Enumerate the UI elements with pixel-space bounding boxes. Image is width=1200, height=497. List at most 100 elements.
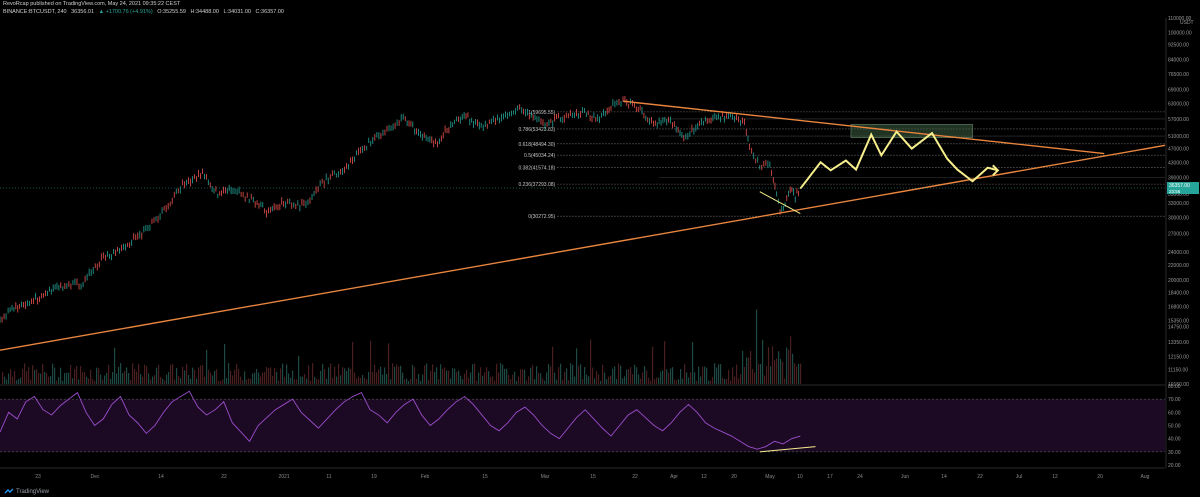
volume-bar [794,363,796,384]
trend-line-descending-resistance [622,100,1105,155]
volume-bar [330,363,332,384]
time-tick-label: 23 [35,474,41,480]
volume-bar [426,363,428,384]
price-tick-label: 16800.00 [1168,305,1189,311]
volume-bar [64,373,66,384]
volume-bar [132,363,134,384]
time-tick-label: 15 [482,474,488,480]
volume-bar [622,378,624,384]
rsi-tick-label: 80.00 [1168,384,1181,390]
volume-bar [640,378,642,384]
volume-bar [538,372,540,384]
volume-bar [350,368,352,384]
volume-bar [744,367,746,384]
price-tick-label: 63000.00 [1168,102,1189,108]
volume-bar [128,373,130,384]
volume-bar [346,370,348,384]
volume-bar [6,379,8,384]
volume-bar [664,341,666,384]
volume-bar [646,370,648,384]
volume-bar [52,363,54,384]
volume-bar [788,349,790,384]
volume-bar [118,366,120,384]
time-tick-label: Jul [1016,474,1022,480]
volume-bar [292,370,294,384]
volume-bar [230,370,232,384]
volume-bar [186,363,188,384]
ohlc-value-close: C:36357.00 [255,9,284,15]
volume-bar [758,363,760,384]
volume-bar [702,367,704,384]
volume-bar [126,367,128,384]
volume-bar [188,374,190,384]
volume-bar [636,367,638,384]
volume-bar [766,366,768,384]
volume-bar [54,367,56,384]
volume-bar [724,379,726,384]
volume-bar [746,357,748,384]
volume-bar [84,372,86,384]
price-tick-label: 27000.00 [1168,232,1189,238]
volume-bar [556,379,558,384]
volume-bar [674,379,676,384]
volume-bar [776,358,778,384]
volume-bar [216,369,218,384]
volume-bar [72,378,74,384]
price-tick-label: 84000.00 [1168,57,1189,63]
volume-bar [700,376,702,384]
volume-bar [356,378,358,384]
time-tick-label: 15 [590,474,596,480]
volume-bar [530,367,532,384]
volume-bar [464,373,466,384]
volume-bar [242,379,244,384]
volume-bar [416,378,418,384]
volume-bar [594,378,596,384]
volume-bar [650,380,652,384]
volume-bar [400,365,402,384]
volume-bar [22,368,24,384]
volume-bar [366,379,368,384]
volume-bar [326,378,328,384]
price-unit-label: USDT [1180,20,1194,26]
volume-bar [462,379,464,384]
price-tick-label: 57000.00 [1168,117,1189,123]
rsi-tick-label: 50.00 [1168,424,1181,430]
volume-bar [272,375,274,384]
volume-bar [60,367,62,384]
time-tick-label: Jun [901,474,909,480]
volume-bar [782,361,784,384]
volume-bar [764,375,766,384]
volume-bar [520,369,522,384]
volume-bar [46,372,48,384]
volume-bar [146,366,148,384]
volume-bar [270,367,272,384]
volume-bar [588,376,590,384]
volume-bar [40,373,42,384]
volume-bar [512,374,514,384]
footer-brand: TradingView [4,488,49,495]
volume-bar [730,380,732,384]
volume-bar [676,380,678,384]
volume-bar [302,376,304,384]
volume-bar [596,371,598,384]
volume-bar [598,374,600,384]
volume-bar [168,372,170,384]
price-tick-label: 33000.00 [1168,201,1189,207]
volume-bar [562,379,564,384]
volume-bar [756,309,758,384]
volume-bar [220,380,222,384]
fib-level-label: 1(59695.55) [528,110,555,116]
volume-bar [294,379,296,384]
volume-bar [800,363,802,384]
volume-bar [480,367,482,384]
volume-bar [608,376,610,384]
volume-bar [484,372,486,384]
time-tick-label: Dec [91,474,100,480]
volume-bar [62,380,64,384]
volume-bar [722,377,724,384]
symbol-info: BINANCE:BTCUSDT, 240 36356.01 ▲ +1700.76… [3,9,284,15]
volume-bar [498,372,500,384]
volume-bar [160,376,162,384]
